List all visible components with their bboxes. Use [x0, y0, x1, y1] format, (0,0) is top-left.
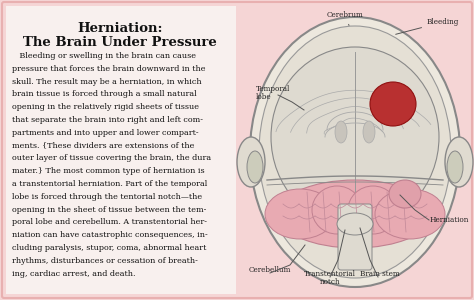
Text: cluding paralysis, stupor, coma, abnormal heart: cluding paralysis, stupor, coma, abnorma…	[12, 244, 206, 252]
Ellipse shape	[337, 213, 373, 235]
Text: ing, cardiac arrest, and death.: ing, cardiac arrest, and death.	[12, 270, 136, 278]
Ellipse shape	[271, 47, 439, 227]
Text: that separate the brain into right and left com-: that separate the brain into right and l…	[12, 116, 203, 124]
Text: Herniation:: Herniation:	[77, 22, 163, 35]
Text: lobe is forced through the tentorial notch—the: lobe is forced through the tentorial not…	[12, 193, 202, 201]
FancyBboxPatch shape	[2, 2, 472, 298]
Text: Herniation: Herniation	[430, 216, 469, 224]
Ellipse shape	[348, 186, 398, 234]
Text: opening in the relatively rigid sheets of tissue: opening in the relatively rigid sheets o…	[12, 103, 199, 111]
Text: Cerebellum: Cerebellum	[249, 266, 291, 274]
Text: Bleeding or swelling in the brain can cause: Bleeding or swelling in the brain can ca…	[12, 52, 196, 60]
Ellipse shape	[250, 17, 460, 287]
Ellipse shape	[247, 151, 263, 183]
Text: Transtentorial: Transtentorial	[304, 270, 356, 278]
Text: Brain stem: Brain stem	[360, 270, 400, 278]
Ellipse shape	[389, 180, 421, 208]
FancyBboxPatch shape	[6, 6, 236, 294]
Ellipse shape	[335, 121, 347, 143]
Ellipse shape	[237, 137, 265, 187]
Text: Bleeding: Bleeding	[396, 18, 459, 34]
Text: outer layer of tissue covering the brain, the dura: outer layer of tissue covering the brain…	[12, 154, 211, 162]
Ellipse shape	[277, 180, 432, 248]
Ellipse shape	[375, 189, 445, 239]
Text: lobe: lobe	[256, 93, 272, 101]
Text: poral lobe and cerebellum. A transtentorial her-: poral lobe and cerebellum. A transtentor…	[12, 218, 207, 226]
Text: rhythms, disturbances or cessation of breath-: rhythms, disturbances or cessation of br…	[12, 257, 198, 265]
Text: skull. The result may be a herniation, in which: skull. The result may be a herniation, i…	[12, 78, 201, 86]
Ellipse shape	[445, 137, 473, 187]
Text: notch: notch	[319, 278, 340, 286]
Text: niation can have catastrophic consequences, in-: niation can have catastrophic consequenc…	[12, 231, 208, 239]
Text: partments and into upper and lower compart-: partments and into upper and lower compa…	[12, 129, 199, 137]
Ellipse shape	[259, 26, 451, 278]
Text: ments. {These dividers are extensions of the: ments. {These dividers are extensions of…	[12, 142, 194, 150]
Text: mater.} The most common type of herniation is: mater.} The most common type of herniati…	[12, 167, 205, 175]
Text: a transtentorial herniation. Part of the temporal: a transtentorial herniation. Part of the…	[12, 180, 207, 188]
Text: pressure that forces the brain downward in the: pressure that forces the brain downward …	[12, 65, 206, 73]
Text: brain tissue is forced through a small natural: brain tissue is forced through a small n…	[12, 90, 197, 98]
Ellipse shape	[363, 121, 375, 143]
Text: Temporal: Temporal	[256, 85, 291, 93]
Ellipse shape	[312, 186, 362, 234]
Ellipse shape	[370, 82, 416, 126]
Text: opening in the sheet of tissue between the tem-: opening in the sheet of tissue between t…	[12, 206, 206, 214]
Text: The Brain Under Pressure: The Brain Under Pressure	[23, 36, 217, 49]
Text: Cerebrum: Cerebrum	[327, 11, 364, 26]
Ellipse shape	[447, 151, 463, 183]
Ellipse shape	[265, 189, 335, 239]
FancyBboxPatch shape	[338, 204, 372, 270]
